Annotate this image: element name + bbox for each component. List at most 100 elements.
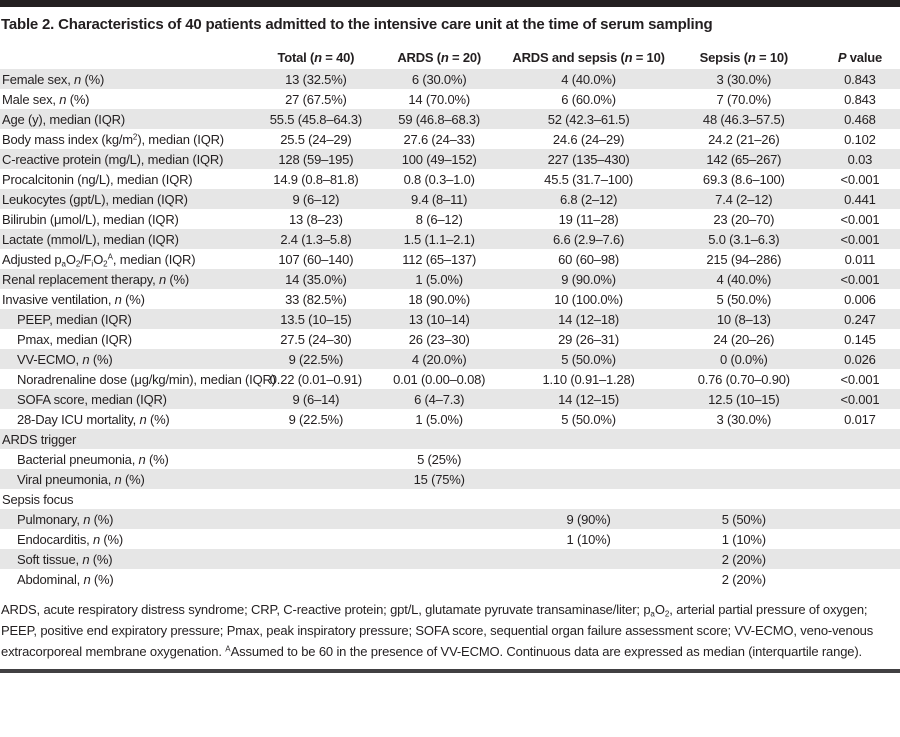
cell-sepsis: 2 (20%) [721,571,766,587]
row-label: Sepsis focus [2,491,74,507]
cell-ards: 100 (49–152) [401,151,477,167]
cell-p-value [820,429,900,449]
row-label: Pulmonary, n (%) [17,511,114,527]
cell-ards-and-sepsis: 14 (12–15) [558,391,620,407]
cell-ards-and-sepsis: 19 (11–28) [558,211,619,227]
cell-p-value: <0.001 [840,211,880,227]
table-row: C-reactive protein (mg/L), median (IQR) … [0,149,900,169]
characteristics-table: Total (n = 40) ARDS (n = 20) ARDS and se… [0,45,900,589]
table-row: PEEP, median (IQR) 13.5 (10–15) 13 (10–1… [0,309,900,329]
cell-sepsis [668,469,820,489]
cell-sepsis [668,429,820,449]
top-rule [0,0,900,7]
row-label: SOFA score, median (IQR) [17,391,167,407]
cell-sepsis: 10 (8–13) [716,311,771,327]
cell-ards-and-sepsis: 6.8 (2–12) [559,191,618,207]
paper-table-page: Table 2. Characteristics of 40 patients … [0,0,900,673]
table-row: Viral pneumonia, n (%) 15 (75%) [0,469,900,489]
cell-total: 27.5 (24–30) [280,331,352,347]
cell-p-value [820,489,900,509]
table-row: VV-ECMO, n (%) 9 (22.5%) 4 (20.0%) 5 (50… [0,349,900,369]
table-row: ARDS trigger [0,429,900,449]
cell-ards-and-sepsis [509,449,667,469]
row-label: Pmax, median (IQR) [17,331,132,347]
cell-total: 9 (6–14) [292,391,340,407]
cell-total: 14 (35.0%) [285,271,347,287]
cell-sepsis: 5 (50%) [721,511,766,527]
row-label: Viral pneumonia, n (%) [17,471,145,487]
table-row: Lactate (mmol/L), median (IQR) 2.4 (1.3–… [0,229,900,249]
cell-p-value [820,509,900,529]
cell-sepsis: 4 (40.0%) [716,271,772,287]
cell-sepsis: 23 (20–70) [713,211,775,227]
cell-ards [369,489,509,509]
table-row: SOFA score, median (IQR) 9 (6–14) 6 (4–7… [0,389,900,409]
cell-p-value: 0.145 [844,331,876,347]
cell-ards-and-sepsis: 4 (40.0%) [561,71,616,87]
table-row: Soft tissue, n (%) 2 (20%) [0,549,900,569]
cell-p-value [820,469,900,489]
cell-ards-and-sepsis: 9 (90.0%) [561,271,616,287]
cell-p-value: <0.001 [840,271,880,287]
cell-ards-and-sepsis: 45.5 (31.7–100) [544,171,633,187]
cell-p-value: <0.001 [840,171,880,187]
cell-p-value: 0.441 [844,191,876,207]
cell-ards [369,569,509,589]
cell-p-value: 0.03 [847,151,873,167]
cell-ards-and-sepsis: 6.6 (2.9–7.6) [553,231,625,247]
footnote: ARDS, acute respiratory distress syndrom… [1,599,900,662]
row-label: PEEP, median (IQR) [17,311,132,327]
cell-p-value: 0.011 [844,251,876,267]
row-label: VV-ECMO, n (%) [17,351,113,367]
cell-ards: 14 (70.0%) [408,91,470,107]
cell-total: 25.5 (24–29) [280,131,352,147]
cell-ards: 0.01 (0.00–0.08) [393,371,486,387]
cell-p-value [820,549,900,569]
cell-ards: 0.8 (0.3–1.0) [403,171,475,187]
cell-ards: 1.5 (1.1–2.1) [403,231,475,247]
cell-total: 33 (82.5%) [285,291,347,307]
row-label: Invasive ventilation, n (%) [2,291,145,307]
cell-p-value [820,529,900,549]
cell-total: 13.5 (10–15) [280,311,352,327]
cell-sepsis: 215 (94–286) [706,251,782,267]
cell-total: 13 (32.5%) [285,71,347,87]
row-label: Lactate (mmol/L), median (IQR) [2,231,179,247]
table-row: Bilirubin (μmol/L), median (IQR) 13 (8–2… [0,209,900,229]
cell-ards [369,529,509,549]
cell-total [263,489,369,509]
cell-ards: 27.6 (24–33) [403,131,476,147]
row-label: Female sex, n (%) [2,71,105,87]
cell-p-value: 0.102 [844,131,876,147]
cell-ards: 1 (5.0%) [415,271,463,287]
cell-total: 107 (60–140) [278,251,354,267]
row-label: Abdominal, n (%) [17,571,114,587]
table-row: Renal replacement therapy, n (%) 14 (35.… [0,269,900,289]
cell-ards-and-sepsis: 1.10 (0.91–1.28) [542,371,635,387]
cell-p-value: <0.001 [840,231,880,247]
cell-ards-and-sepsis [509,549,667,569]
cell-ards: 6 (30.0%) [411,71,467,87]
column-header-ards-and-sepsis: ARDS and sepsis (n = 10) [512,49,665,65]
cell-ards: 1 (5.0%) [415,411,463,427]
cell-total [263,449,369,469]
cell-sepsis: 48 (46.3–57.5) [702,111,785,127]
cell-ards-and-sepsis [509,469,667,489]
cell-total: 13 (8–23) [288,211,343,227]
cell-ards: 9.4 (8–11) [411,191,468,207]
cell-p-value: 0.843 [844,91,876,107]
cell-total: 9 (6–12) [292,191,340,207]
cell-ards: 18 (90.0%) [408,291,470,307]
row-label: Age (y), median (IQR) [2,111,125,127]
column-header-p-value: P value [837,49,882,65]
cell-sepsis: 24.2 (21–26) [708,131,780,147]
cell-sepsis: 0 (0.0%) [720,351,768,367]
column-header-sepsis: Sepsis (n = 10) [699,49,789,65]
cell-ards: 112 (65–137) [402,251,477,267]
table-row: Age (y), median (IQR) 55.5 (45.8–64.3) 5… [0,109,900,129]
column-header-total: Total (n = 40) [277,49,355,65]
cell-ards-and-sepsis: 52 (42.3–61.5) [547,111,630,127]
table-row: Pmax, median (IQR) 27.5 (24–30) 26 (23–3… [0,329,900,349]
cell-sepsis [668,449,820,469]
cell-ards: 59 (46.8–68.3) [398,111,481,127]
